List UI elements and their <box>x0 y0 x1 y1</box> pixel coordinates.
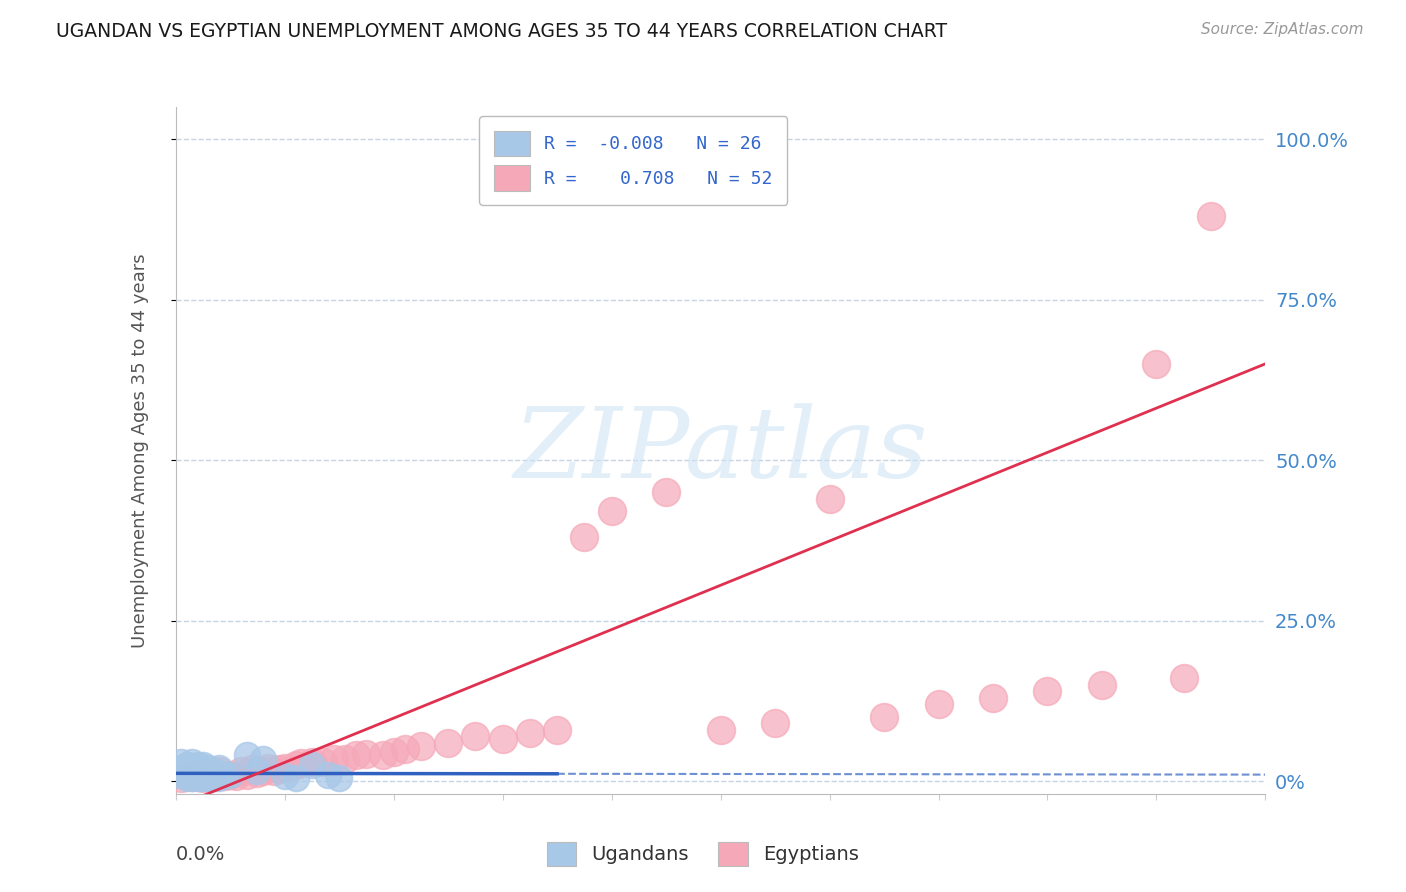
Egyptians <box>437 735 460 749</box>
Egyptians <box>600 504 623 518</box>
Egyptians <box>263 764 285 779</box>
Ugandans <box>197 771 219 785</box>
Egyptians <box>710 723 733 737</box>
Text: ZIPatlas: ZIPatlas <box>513 403 928 498</box>
Ugandans <box>318 767 340 781</box>
Egyptians <box>246 766 269 780</box>
Ugandans <box>208 771 231 785</box>
Ugandans <box>186 771 209 785</box>
Egyptians <box>235 767 257 781</box>
Egyptians <box>176 769 198 783</box>
Egyptians <box>382 745 405 759</box>
Ugandans <box>214 767 236 781</box>
Egyptians <box>818 491 841 506</box>
Ugandans <box>219 767 242 781</box>
Egyptians <box>763 716 786 731</box>
Ugandans <box>197 761 219 775</box>
Ugandans <box>197 767 219 781</box>
Ugandans <box>186 764 209 779</box>
Ugandans <box>301 758 323 772</box>
Egyptians <box>1036 684 1059 698</box>
Egyptians <box>312 755 335 769</box>
Text: 0.0%: 0.0% <box>176 846 225 864</box>
Ugandans <box>181 767 204 781</box>
Egyptians <box>269 763 291 777</box>
Ugandans <box>170 755 193 769</box>
Ugandans <box>181 771 204 785</box>
Egyptians <box>519 726 541 740</box>
Text: Source: ZipAtlas.com: Source: ZipAtlas.com <box>1201 22 1364 37</box>
Ugandans <box>274 769 297 783</box>
Egyptians <box>1091 678 1114 692</box>
Egyptians <box>191 771 214 785</box>
Ugandans <box>186 758 209 772</box>
Ugandans <box>176 764 198 779</box>
Egyptians <box>214 769 236 783</box>
Egyptians <box>301 755 323 769</box>
Ugandans <box>235 748 257 763</box>
Ugandans <box>181 755 204 769</box>
Ugandans <box>191 771 214 785</box>
Egyptians <box>197 769 219 783</box>
Text: UGANDAN VS EGYPTIAN UNEMPLOYMENT AMONG AGES 35 TO 44 YEARS CORRELATION CHART: UGANDAN VS EGYPTIAN UNEMPLOYMENT AMONG A… <box>56 22 948 41</box>
Egyptians <box>1199 209 1222 223</box>
Egyptians <box>464 729 486 743</box>
Ugandans <box>176 758 198 772</box>
Egyptians <box>409 739 432 753</box>
Egyptians <box>333 751 356 765</box>
Ugandans <box>191 758 214 772</box>
Egyptians <box>873 710 896 724</box>
Egyptians <box>181 770 204 784</box>
Ugandans <box>170 761 193 775</box>
Egyptians <box>928 697 950 711</box>
Egyptians <box>1144 357 1167 371</box>
Ugandans <box>328 771 350 785</box>
Egyptians <box>274 761 297 775</box>
Y-axis label: Unemployment Among Ages 35 to 44 years: Unemployment Among Ages 35 to 44 years <box>131 253 149 648</box>
Egyptians <box>1173 671 1195 685</box>
Egyptians <box>322 751 344 765</box>
Ugandans <box>202 771 225 785</box>
Ugandans <box>176 771 198 785</box>
Egyptians <box>240 763 263 777</box>
Egyptians <box>186 767 209 781</box>
Legend: Ugandans, Egyptians: Ugandans, Egyptians <box>540 834 866 873</box>
Egyptians <box>655 485 678 500</box>
Egyptians <box>546 723 568 737</box>
Egyptians <box>202 767 225 781</box>
Ugandans <box>191 767 214 781</box>
Egyptians <box>231 764 253 779</box>
Ugandans <box>252 751 274 765</box>
Legend: R =  -0.008   N = 26, R =    0.708   N = 52: R = -0.008 N = 26, R = 0.708 N = 52 <box>479 116 787 205</box>
Egyptians <box>356 747 378 761</box>
Ugandans <box>191 764 214 779</box>
Egyptians <box>252 764 274 779</box>
Ugandans <box>284 771 307 785</box>
Ugandans <box>181 761 204 775</box>
Egyptians <box>191 766 214 780</box>
Egyptians <box>284 758 307 772</box>
Ugandans <box>246 764 269 779</box>
Egyptians <box>371 748 394 763</box>
Egyptians <box>290 756 312 770</box>
Egyptians <box>574 530 596 544</box>
Ugandans <box>170 767 193 781</box>
Egyptians <box>344 748 367 763</box>
Egyptians <box>394 742 416 756</box>
Egyptians <box>492 732 515 747</box>
Egyptians <box>208 764 231 779</box>
Egyptians <box>981 690 1004 705</box>
Egyptians <box>257 761 280 775</box>
Egyptians <box>225 769 247 783</box>
Ugandans <box>208 761 231 775</box>
Ugandans <box>202 764 225 779</box>
Egyptians <box>219 767 242 781</box>
Egyptians <box>170 771 193 785</box>
